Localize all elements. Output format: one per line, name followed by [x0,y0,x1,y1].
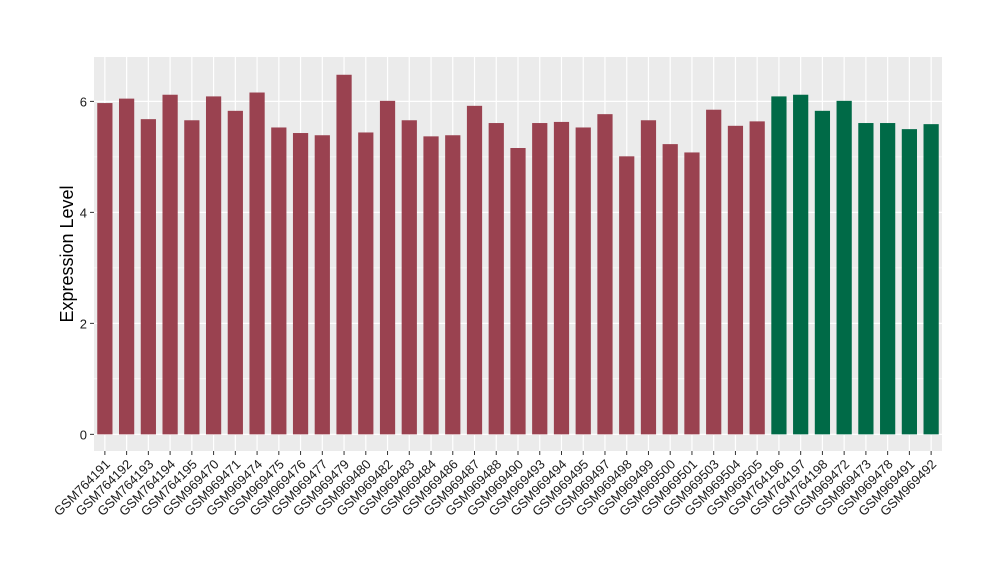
bar-gsm764193 [140,119,156,435]
bar-gsm969479 [336,74,352,435]
bar-gsm764195 [184,120,200,435]
bar-gsm969494 [553,121,570,435]
bar-gsm969473 [858,123,874,435]
bar-gsm969484 [423,136,439,435]
y-tick-label: 0 [80,427,87,442]
y-tick-label: 6 [80,94,87,109]
y-axis: 0 2 4 6 [80,94,94,442]
bar-gsm969480 [358,132,374,435]
bar-gsm969499 [640,120,657,435]
bar-gsm969483 [401,120,417,435]
bar-gsm764192 [119,98,135,435]
y-tick-label: 2 [80,316,87,331]
bar-gsm969476 [292,133,309,435]
bar-gsm969478 [880,123,896,435]
bar-gsm969477 [314,135,330,435]
bar-gsm969475 [271,127,287,435]
bar-gsm969490 [510,148,526,435]
bar-gsm969487 [466,105,483,435]
bar-gsm969497 [597,114,613,435]
bar-gsm969492 [923,124,939,435]
y-tick-label: 4 [80,205,87,220]
bar-gsm764196 [771,96,787,435]
bar-gsm969474 [249,92,265,435]
bar-gsm969495 [575,127,591,435]
bar-gsm969500 [662,144,678,435]
bar-gsm969505 [749,121,765,435]
bar-gsm969471 [227,110,243,435]
bar-gsm969493 [532,123,548,435]
bar-gsm764191 [97,103,113,435]
y-axis-title: Expression Level [57,185,77,322]
bar-gsm969482 [379,100,396,435]
bar-gsm969470 [205,96,222,435]
bar-gsm764194 [162,94,178,435]
bar-gsm969503 [706,109,722,435]
x-axis: GSM764191GSM764192GSM764193GSM764194GSM7… [51,451,939,519]
bars [97,74,939,435]
bar-gsm969504 [727,125,744,435]
bar-gsm764198 [814,110,831,435]
bar-gsm764197 [793,94,809,435]
bar-gsm969501 [684,152,700,435]
bar-gsm969491 [901,129,917,435]
bar-gsm969498 [619,156,635,435]
bar-gsm969472 [836,100,852,435]
bar-gsm969488 [488,123,504,435]
bar-gsm969486 [445,135,461,435]
